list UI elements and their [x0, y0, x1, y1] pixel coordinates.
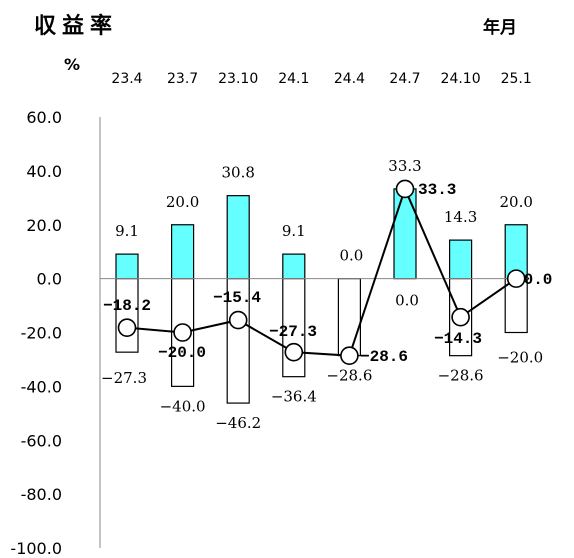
y-tick-label: -40.0	[21, 377, 62, 396]
bar-negative-label: 0.0	[395, 292, 419, 310]
y-tick-label: -60.0	[21, 431, 62, 450]
bar-negative-label: −28.6	[438, 367, 484, 385]
bar-positive	[449, 239, 473, 280]
bar-positive	[393, 188, 417, 280]
bar-negative-label: −36.4	[271, 388, 317, 406]
line-point	[117, 318, 137, 337]
bar-negative-label: −20.0	[497, 349, 543, 367]
bar-positive-label: 30.8	[221, 164, 254, 182]
bar-positive-label: 9.1	[282, 222, 306, 240]
y-tick-label: -100.0	[10, 539, 62, 558]
line-point	[340, 346, 359, 365]
line-point	[284, 342, 304, 362]
y-tick-label: 60.0	[26, 108, 62, 127]
y-tick-label: -80.0	[21, 485, 62, 504]
bar-positive-label: 9.1	[115, 222, 139, 240]
x-category-label: 24.7	[389, 71, 420, 87]
line-point-label: −27.3	[269, 323, 317, 341]
x-category-label: 24.10	[441, 71, 481, 87]
bar-negative	[337, 278, 361, 357]
bar-positive-label: 20.0	[499, 193, 532, 211]
bar-negative-label: −46.2	[215, 414, 261, 432]
bar-negative-label: −27.3	[101, 369, 147, 387]
y-tick-label: 20.0	[26, 216, 62, 235]
line-point	[173, 323, 192, 342]
y-tick-label: 0.0	[37, 270, 62, 289]
bar-negative	[115, 278, 139, 353]
bar-positive-label: 20.0	[166, 193, 199, 211]
line-point-label: −28.6	[360, 348, 408, 366]
bar-positive-label: 0.0	[339, 247, 363, 265]
line-point	[451, 307, 470, 327]
line-point-label: −20.0	[158, 344, 206, 362]
x-category-label: 23.7	[167, 71, 198, 87]
bar-positive	[115, 253, 139, 280]
line-point	[395, 179, 415, 199]
line-point-label: 33.3	[418, 181, 456, 199]
bar-positive	[226, 195, 250, 280]
x-category-label: 23.10	[218, 71, 258, 87]
x-category-label: 24.1	[278, 71, 309, 87]
line-point-label: −15.4	[213, 289, 261, 307]
bar-negative-label: −40.0	[160, 397, 206, 415]
line-point	[228, 310, 248, 330]
line-point-label: −18.2	[103, 297, 151, 315]
y-tick-label: -20.0	[21, 324, 62, 343]
bar-negative-label: −28.6	[326, 367, 372, 385]
line-point	[506, 269, 526, 288]
line-series	[126, 186, 517, 357]
bar-positive-label: 33.3	[388, 157, 421, 175]
unit-label: %	[64, 55, 81, 74]
bar-positive	[282, 253, 306, 280]
bar-positive-label: 14.3	[444, 208, 477, 226]
x-category-label: 23.4	[111, 71, 142, 87]
y-tick-label: 40.0	[26, 162, 62, 181]
chart-title: 収益率	[34, 14, 119, 39]
bar-positive	[171, 224, 195, 280]
period-label: 年月	[483, 18, 517, 38]
x-category-label: 24.4	[334, 71, 365, 87]
x-category-label: 25.1	[501, 71, 532, 87]
line-point-label: 0.0	[524, 271, 553, 289]
line-point-label: −14.3	[434, 330, 482, 348]
